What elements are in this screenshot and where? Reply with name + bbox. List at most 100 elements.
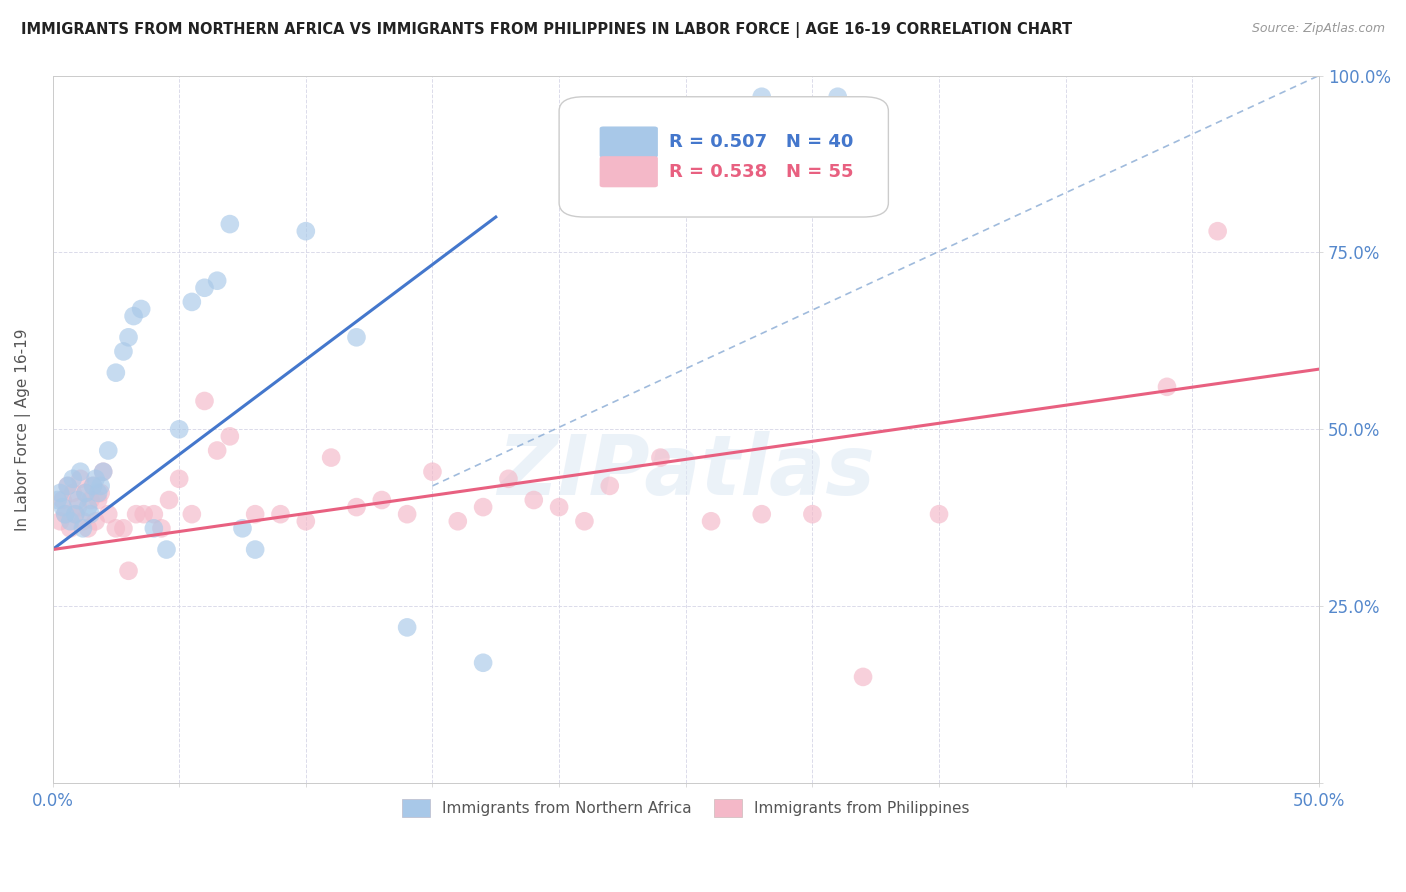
FancyBboxPatch shape: [599, 127, 658, 158]
Point: [167, 472, 190, 486]
Point: [396, 507, 419, 521]
Point: [827, 89, 849, 103]
Point: [77, 521, 100, 535]
Point: [1156, 380, 1178, 394]
Point: [928, 507, 950, 521]
Point: [53, 507, 76, 521]
Point: [548, 500, 571, 515]
Point: [205, 274, 228, 288]
Point: [269, 507, 291, 521]
Point: [650, 450, 672, 465]
Point: [243, 507, 266, 521]
Point: [69, 465, 91, 479]
Point: [62, 472, 84, 486]
Point: [97, 507, 120, 521]
Point: [52, 493, 75, 508]
Point: [56, 479, 79, 493]
Point: [91, 465, 114, 479]
Point: [751, 89, 773, 103]
Point: [447, 514, 470, 528]
Text: Source: ZipAtlas.com: Source: ZipAtlas.com: [1251, 22, 1385, 36]
Point: [218, 429, 240, 443]
Point: [193, 394, 215, 409]
Text: R = 0.507   N = 40: R = 0.507 N = 40: [669, 133, 853, 151]
Point: [371, 493, 394, 508]
Point: [422, 465, 444, 479]
Point: [82, 479, 104, 493]
Point: [62, 486, 84, 500]
Point: [65, 507, 87, 521]
Point: [49, 514, 72, 528]
Point: [472, 656, 495, 670]
Text: ZIPatlas: ZIPatlas: [496, 431, 875, 512]
Point: [472, 500, 495, 515]
Point: [75, 486, 97, 500]
Point: [87, 486, 110, 500]
Point: [112, 344, 135, 359]
Point: [52, 500, 75, 515]
Text: IMMIGRANTS FROM NORTHERN AFRICA VS IMMIGRANTS FROM PHILIPPINES IN LABOR FORCE | : IMMIGRANTS FROM NORTHERN AFRICA VS IMMIG…: [21, 22, 1073, 38]
Point: [346, 500, 368, 515]
Point: [852, 670, 875, 684]
Y-axis label: In Labor Force | Age 16-19: In Labor Force | Age 16-19: [15, 328, 31, 531]
Point: [104, 521, 127, 535]
Point: [157, 493, 180, 508]
Point: [72, 514, 94, 528]
Text: R = 0.538   N = 55: R = 0.538 N = 55: [669, 162, 853, 181]
Point: [122, 309, 145, 323]
FancyBboxPatch shape: [599, 156, 658, 187]
Point: [84, 514, 107, 528]
Point: [321, 450, 343, 465]
Point: [205, 443, 228, 458]
Point: [79, 507, 101, 521]
Point: [59, 514, 82, 528]
Point: [751, 507, 773, 521]
Point: [142, 521, 165, 535]
FancyBboxPatch shape: [560, 96, 889, 217]
Point: [66, 500, 89, 515]
Point: [523, 493, 546, 508]
Point: [90, 486, 112, 500]
Point: [700, 514, 723, 528]
Point: [218, 217, 240, 231]
Point: [46, 493, 69, 508]
Point: [104, 366, 127, 380]
Point: [498, 472, 520, 486]
Point: [142, 507, 165, 521]
Point: [49, 486, 72, 500]
Point: [132, 507, 155, 521]
Point: [84, 472, 107, 486]
Point: [396, 620, 419, 634]
Point: [77, 500, 100, 515]
Point: [66, 493, 89, 508]
Point: [231, 521, 253, 535]
Point: [90, 479, 112, 493]
Point: [125, 507, 148, 521]
Point: [56, 479, 79, 493]
Point: [97, 443, 120, 458]
Point: [75, 486, 97, 500]
Point: [59, 521, 82, 535]
Point: [167, 422, 190, 436]
Point: [193, 281, 215, 295]
Point: [82, 479, 104, 493]
Point: [87, 493, 110, 508]
Legend: Immigrants from Northern Africa, Immigrants from Philippines: Immigrants from Northern Africa, Immigra…: [394, 791, 977, 825]
Point: [117, 564, 139, 578]
Point: [53, 507, 76, 521]
Point: [91, 465, 114, 479]
Point: [180, 294, 202, 309]
Point: [72, 521, 94, 535]
Point: [150, 521, 173, 535]
Point: [117, 330, 139, 344]
Point: [1206, 224, 1229, 238]
Point: [180, 507, 202, 521]
Point: [801, 507, 824, 521]
Point: [346, 330, 368, 344]
Point: [129, 301, 152, 316]
Point: [295, 514, 318, 528]
Point: [79, 493, 101, 508]
Point: [65, 507, 87, 521]
Point: [243, 542, 266, 557]
Point: [574, 514, 596, 528]
